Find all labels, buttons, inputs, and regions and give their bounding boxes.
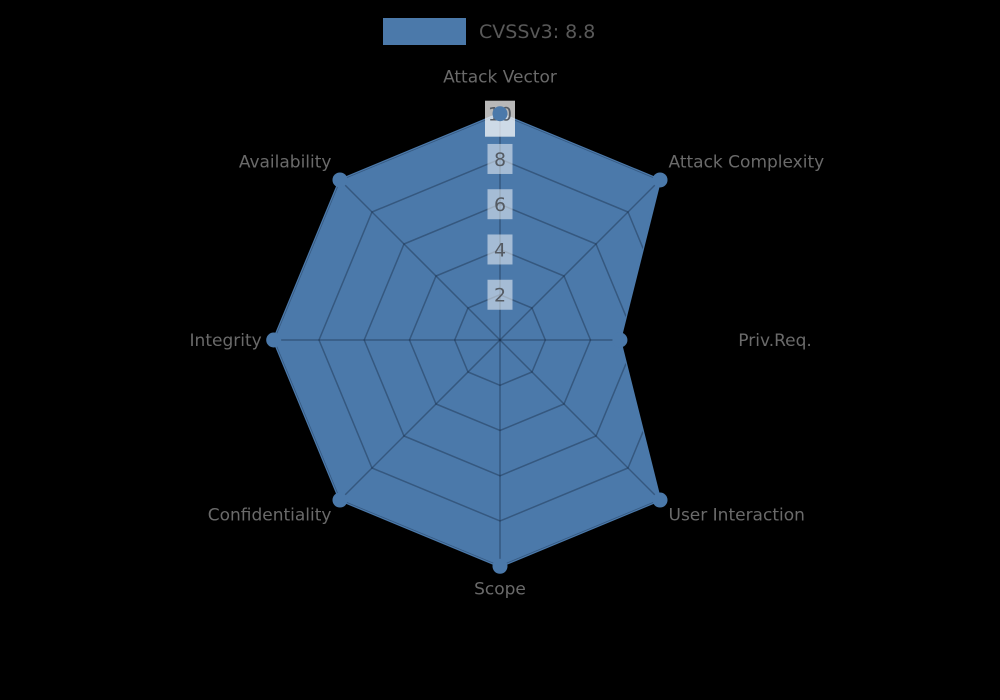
radial-tick-label: 2 xyxy=(494,285,506,307)
radar-vertex-marker xyxy=(266,332,282,348)
radar-grid-ring xyxy=(408,248,592,432)
axis-label-priv-req: Priv.Req. xyxy=(738,331,812,351)
radar-axis-spoke xyxy=(499,339,660,501)
radar-axis-spoke xyxy=(499,179,660,341)
axis-label-availability: Availability xyxy=(239,152,332,172)
radial-tick-label: 4 xyxy=(494,239,506,261)
radar-grid-ring xyxy=(453,293,547,387)
axis-label-integrity: Integrity xyxy=(190,331,262,351)
radial-tick-box xyxy=(487,143,513,174)
chart-legend: CVSSv3: 8.8 xyxy=(383,18,595,45)
radar-vertex-marker xyxy=(492,106,508,122)
legend-label: CVSSv3: 8.8 xyxy=(479,20,596,43)
axis-label-attack-complexity: Attack Complexity xyxy=(669,152,825,172)
radial-tick-box xyxy=(487,279,513,310)
radial-tick-label: 8 xyxy=(494,149,506,171)
radar-vertex-marker xyxy=(612,332,628,348)
radar-vertex-marker xyxy=(652,172,668,188)
radial-tick-box xyxy=(487,189,513,220)
axis-label-user-interaction: User Interaction xyxy=(669,506,805,526)
axis-label-confidentiality: Confidentiality xyxy=(208,506,332,526)
radial-tick-box xyxy=(487,234,513,265)
radar-vertex-marker xyxy=(492,558,508,574)
radial-tick-label: 6 xyxy=(494,194,506,216)
axis-label-attack-vector: Attack Vector xyxy=(443,68,557,88)
legend-swatch xyxy=(383,18,466,45)
radar-vertex-marker xyxy=(332,172,348,188)
radar-grid-ring xyxy=(363,203,637,477)
radar-vertex-marker xyxy=(332,492,348,508)
radar-axis-spoke xyxy=(339,339,501,501)
radar-vertex-marker xyxy=(652,492,668,508)
radar-axis-spoke xyxy=(339,179,501,341)
axis-label-scope: Scope xyxy=(474,579,526,599)
